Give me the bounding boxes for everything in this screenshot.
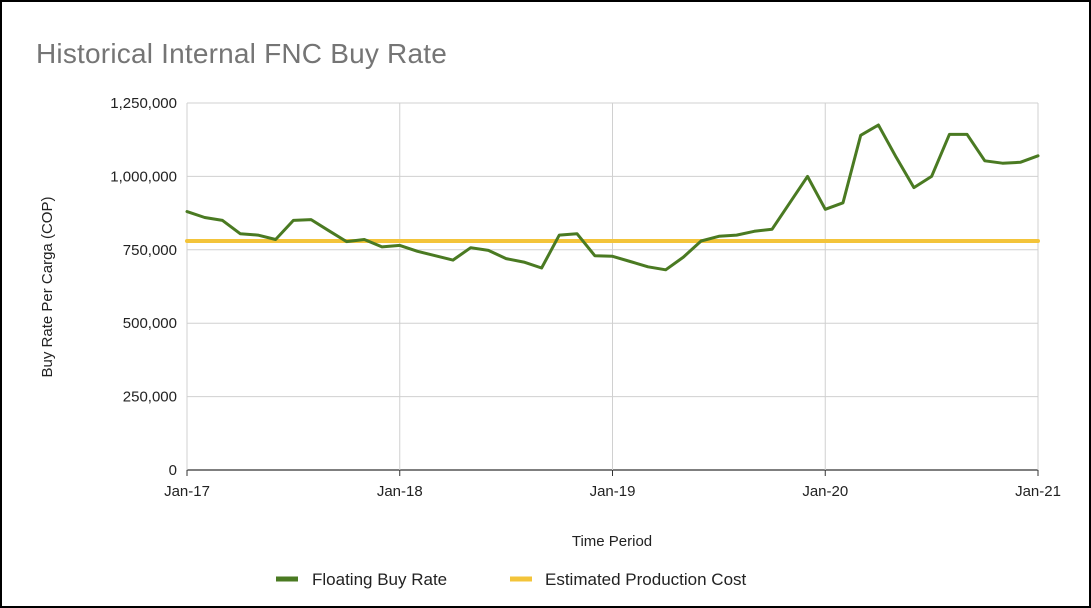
- y-tick-label: 0: [169, 462, 177, 479]
- y-tick-label: 250,000: [123, 389, 177, 406]
- series-lines: [185, 123, 1040, 272]
- x-tick-label: Jan-18: [377, 483, 423, 500]
- series-line-floating-buy-rate: [185, 123, 1040, 272]
- x-tick-label: Jan-19: [590, 483, 636, 500]
- x-tick-label: Jan-17: [164, 483, 210, 500]
- chart-title: Historical Internal FNC Buy Rate: [36, 38, 447, 69]
- grid-lines: [186, 102, 1039, 476]
- x-tick-label: Jan-20: [802, 483, 848, 500]
- y-tick-label: 500,000: [123, 315, 177, 332]
- x-tick-label: Jan-21: [1015, 483, 1061, 500]
- legend: Floating Buy Rate Estimated Production Co…: [276, 570, 747, 589]
- x-axis-label: Time Period: [572, 533, 652, 550]
- y-axis-label: Buy Rate Per Carga (COP): [39, 197, 56, 378]
- legend-label-estimated-production-cost: Estimated Production Cost: [545, 570, 747, 589]
- x-tick-labels: Jan-17 Jan-18 Jan-19 Jan-20 Jan-21: [164, 483, 1061, 500]
- y-tick-label: 1,250,000: [110, 95, 177, 112]
- y-tick-label: 1,000,000: [110, 168, 177, 185]
- y-tick-label: 750,000: [123, 242, 177, 259]
- y-tick-labels: 0 250,000 500,000 750,000 1,000,000 1,250,000: [110, 95, 177, 479]
- legend-label-floating-buy-rate: Floating Buy Rate: [312, 570, 447, 589]
